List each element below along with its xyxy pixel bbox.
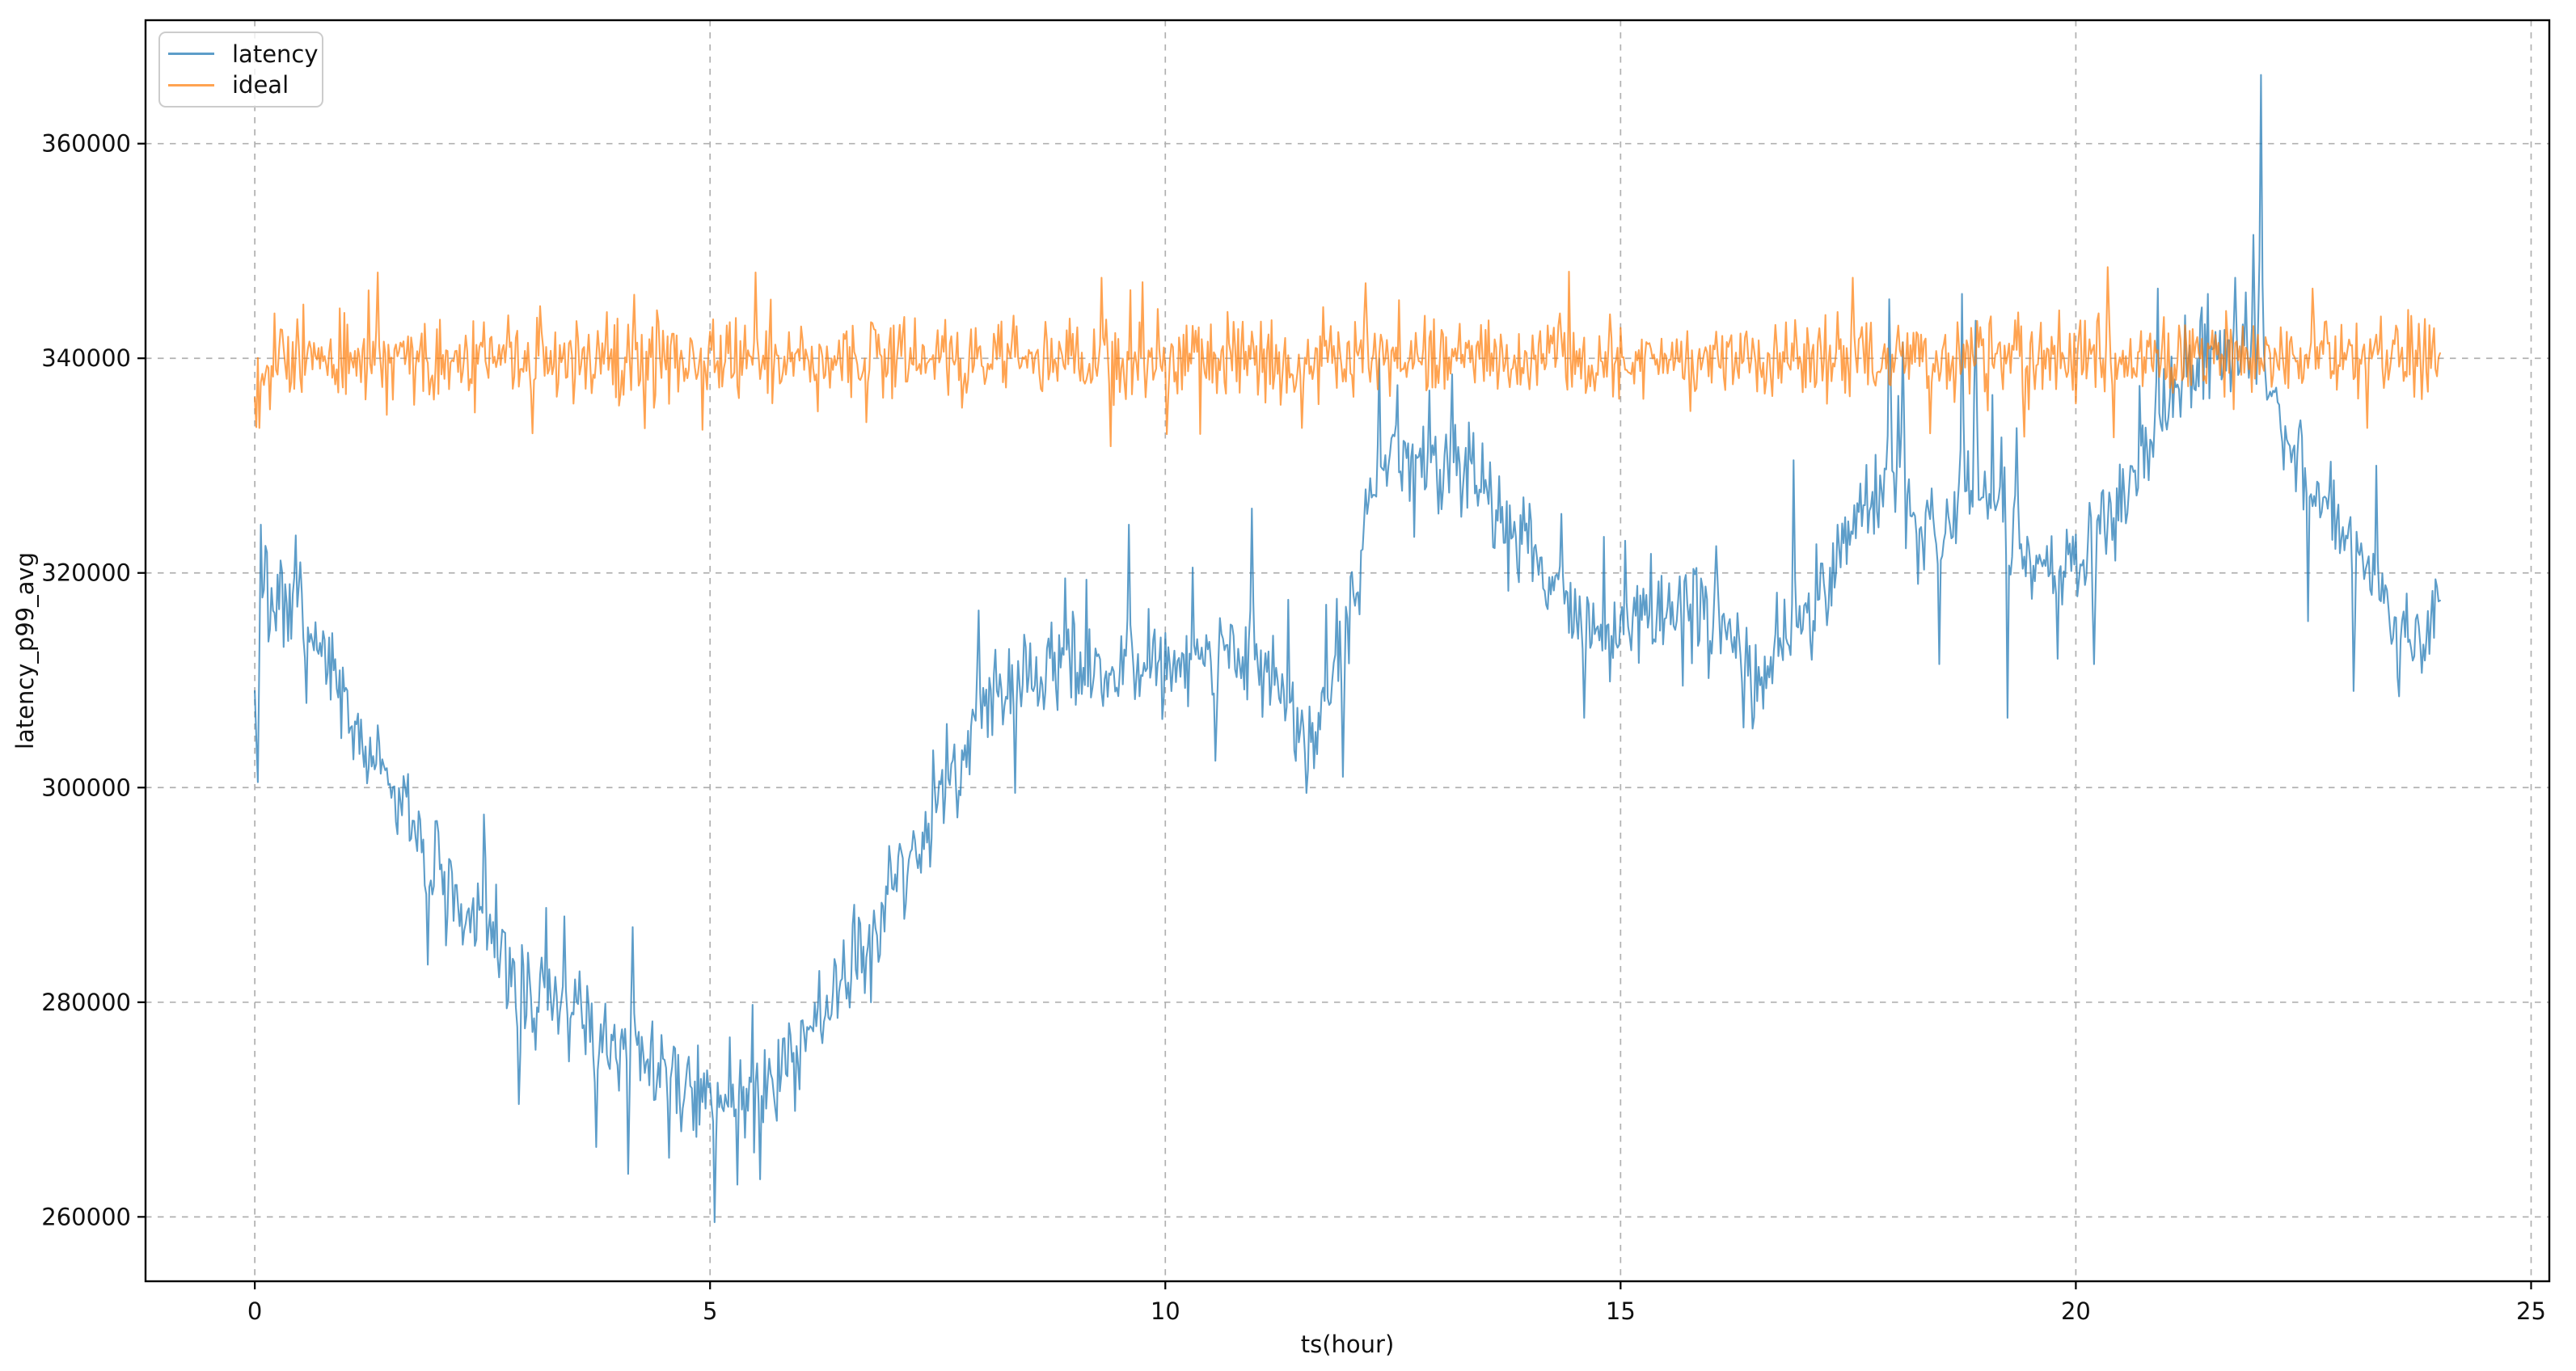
y-tick-label: 320000	[41, 559, 131, 587]
legend-item-ideal: ideal	[168, 71, 312, 99]
y-tick-label: 360000	[41, 130, 131, 158]
x-tick-label: 10	[1151, 1297, 1180, 1325]
legend-label-latency: latency	[232, 40, 319, 68]
legend-line-latency-icon	[168, 53, 214, 56]
y-tick-label: 260000	[41, 1203, 131, 1230]
x-tick-label: 25	[2516, 1297, 2546, 1325]
latency-series-line	[254, 74, 2441, 1224]
y-axis-label: latency_p99_avg	[11, 551, 39, 750]
x-tick-label: 0	[247, 1297, 262, 1325]
legend-box: latency ideal	[158, 32, 323, 108]
legend-label-ideal: ideal	[232, 71, 289, 99]
x-tick-label: 20	[2061, 1297, 2091, 1325]
y-tick-label: 300000	[41, 774, 131, 801]
x-tick-label: 5	[703, 1297, 717, 1325]
legend-item-latency: latency	[168, 40, 319, 68]
x-tick-label: 15	[1606, 1297, 1636, 1325]
y-tick-label: 340000	[41, 344, 131, 372]
plot-border	[144, 19, 2551, 1283]
y-tick-label: 280000	[41, 989, 131, 1016]
ideal-series-line	[254, 266, 2441, 448]
x-axis-label: ts(hour)	[1300, 1331, 1395, 1358]
legend-line-ideal-icon	[168, 83, 214, 86]
